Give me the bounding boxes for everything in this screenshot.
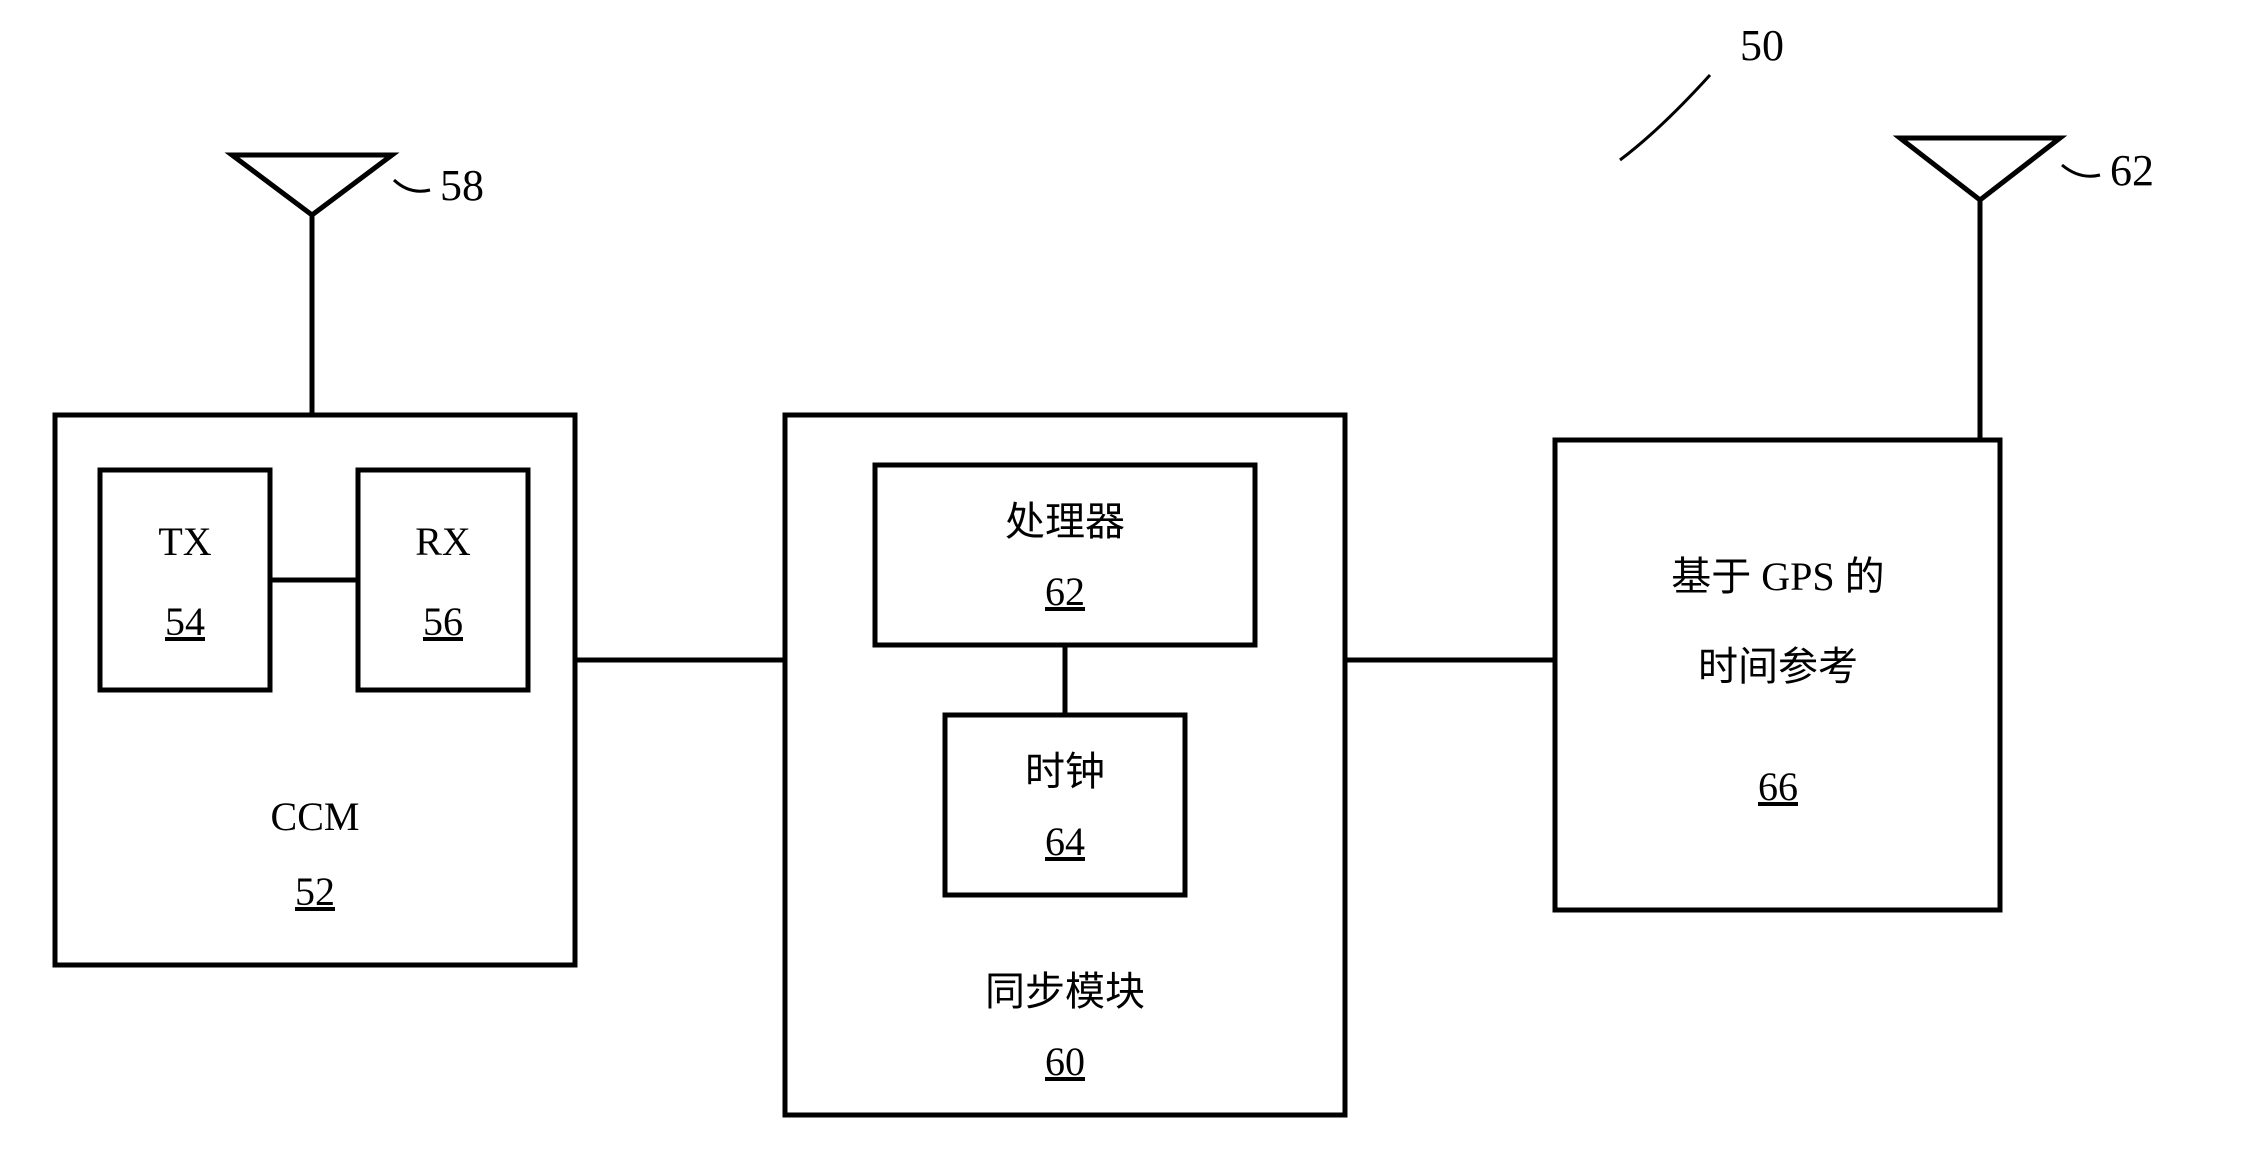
sync-label: 同步模块 bbox=[985, 969, 1145, 1014]
gps-label-1: 基于 GPS 的 bbox=[1671, 554, 1884, 599]
tx-label: TX bbox=[158, 519, 211, 564]
system-ref-label: 50 bbox=[1740, 21, 1784, 70]
antenna2-leader bbox=[2062, 165, 2100, 176]
antenna-ccm-icon bbox=[232, 155, 392, 415]
rx-ref: 56 bbox=[423, 599, 463, 644]
rx-box bbox=[358, 470, 528, 690]
clock-label: 时钟 bbox=[1025, 749, 1105, 794]
tx-ref: 54 bbox=[165, 599, 205, 644]
antenna-gps-icon bbox=[1900, 138, 2060, 440]
processor-box bbox=[875, 465, 1255, 645]
gps-label-2: 时间参考 bbox=[1698, 644, 1858, 689]
antenna1-leader bbox=[394, 180, 430, 191]
clock-box bbox=[945, 715, 1185, 895]
antenna1-ref: 58 bbox=[440, 161, 484, 210]
tx-box bbox=[100, 470, 270, 690]
ccm-label: CCM bbox=[271, 794, 360, 839]
processor-label: 处理器 bbox=[1005, 499, 1125, 544]
ccm-ref: 52 bbox=[295, 869, 335, 914]
antenna2-ref: 62 bbox=[2110, 146, 2154, 195]
gps-ref: 66 bbox=[1758, 764, 1798, 809]
sync-ref: 60 bbox=[1045, 1039, 1085, 1084]
processor-ref: 62 bbox=[1045, 569, 1085, 614]
system-ref-leader bbox=[1620, 75, 1710, 160]
clock-ref: 64 bbox=[1045, 819, 1085, 864]
rx-label: RX bbox=[415, 519, 471, 564]
